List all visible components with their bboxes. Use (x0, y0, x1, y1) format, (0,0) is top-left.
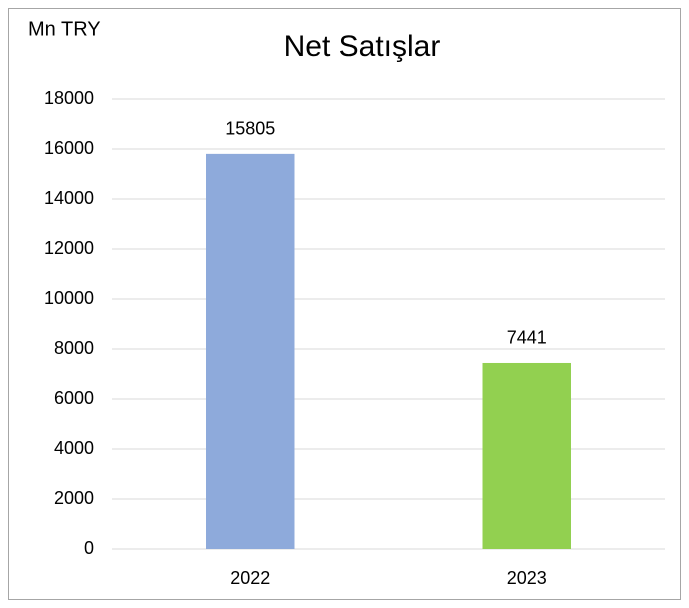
y-tick-label: 0 (84, 538, 94, 558)
x-tick-label: 2023 (507, 568, 547, 588)
y-tick-label: 8000 (54, 338, 94, 358)
y-tick-label: 18000 (44, 88, 94, 108)
chart-border (8, 8, 681, 600)
y-tick-label: 10000 (44, 288, 94, 308)
y-tick-label: 6000 (54, 388, 94, 408)
bar (482, 362, 571, 549)
data-label: 15805 (225, 119, 275, 139)
y-tick-label: 4000 (54, 438, 94, 458)
y-tick-label: 2000 (54, 488, 94, 508)
data-label: 7441 (507, 328, 547, 348)
y-axis-label: Mn TRY (28, 18, 101, 40)
x-tick-label: 2022 (230, 568, 270, 588)
y-tick-label: 16000 (44, 138, 94, 158)
y-tick-label: 12000 (44, 238, 94, 258)
y-tick-label: 14000 (44, 188, 94, 208)
chart-title: Net Satışlar (284, 30, 441, 63)
bar (206, 153, 295, 549)
